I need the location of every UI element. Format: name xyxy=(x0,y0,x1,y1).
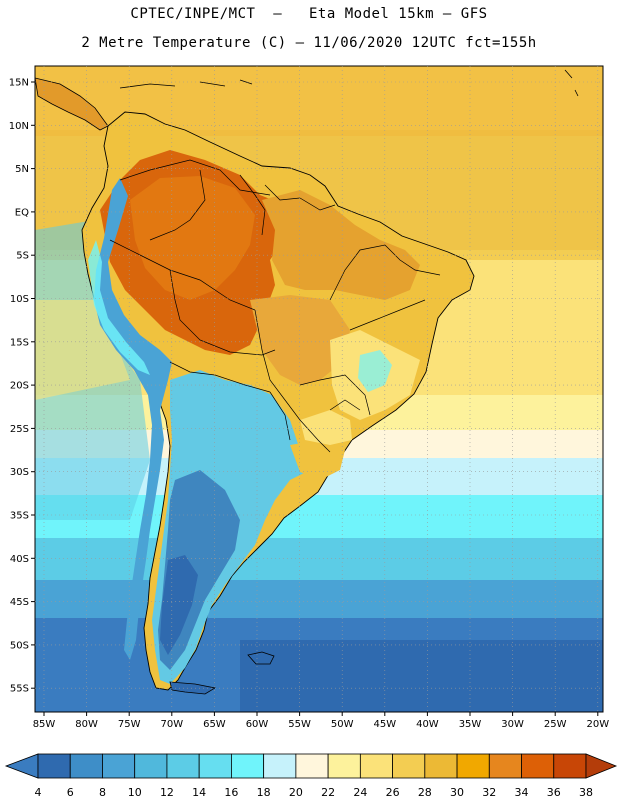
colorbar-label: 34 xyxy=(515,786,529,799)
ocean-band-deep-blue xyxy=(240,640,603,712)
south-brazil-yellow xyxy=(300,410,352,445)
colorbar-swatch xyxy=(263,753,297,779)
lon-label: 25W xyxy=(544,719,567,730)
colorbar-swatch xyxy=(424,753,458,779)
lon-label: 40W xyxy=(416,719,439,730)
colorbar-swatch xyxy=(198,753,232,779)
colorbar-label: 20 xyxy=(289,786,303,799)
central-brazil-warm xyxy=(250,295,350,385)
colorbar-swatch xyxy=(134,753,168,779)
lon-label: 55W xyxy=(288,719,311,730)
colorbar-label: 8 xyxy=(99,786,106,799)
andes-cyan-edge xyxy=(88,240,150,375)
lat-label: 15S xyxy=(10,337,29,348)
lat-label: 35S xyxy=(10,511,29,522)
lon-label: 85W xyxy=(33,719,56,730)
colorbar-low-arrow xyxy=(4,753,39,779)
colorbar-label: 18 xyxy=(257,786,271,799)
lat-label: 30S xyxy=(10,467,29,478)
colorbar-swatch xyxy=(488,753,522,779)
country-borders xyxy=(109,159,441,453)
colorbar-swatch xyxy=(69,753,103,779)
caribbean-islands xyxy=(119,69,579,97)
lon-label: 65W xyxy=(203,719,226,730)
colorbar-swatch xyxy=(295,753,329,779)
amazon-orange-region xyxy=(130,176,255,300)
colorbar-swatch xyxy=(327,753,361,779)
map-title-line-1: CPTEC/INPE/MCT – Eta Model 15km – GFS xyxy=(130,6,488,22)
colorbar-swatch xyxy=(392,753,426,779)
lat-label: 25S xyxy=(10,424,29,435)
latitude-labels: 15N 10N 5N EQ 5S 10S 15S 20S 25S 30S 35S 40S 45S 50S 5… xyxy=(9,78,29,695)
colorbar-label: 26 xyxy=(386,786,400,799)
minas-cyan-spots xyxy=(358,350,392,392)
lat-label: 5N xyxy=(15,164,29,175)
colorbar-label: 10 xyxy=(128,786,142,799)
temperature-field xyxy=(35,66,603,712)
colorbar-swatch xyxy=(166,753,200,779)
colorbar-label: 36 xyxy=(547,786,561,799)
colorbar-swatch xyxy=(456,753,490,779)
colorbar-label: 38 xyxy=(579,786,593,799)
colorbar-label: 28 xyxy=(418,786,432,799)
map-frame xyxy=(34,65,604,713)
colorbar-high-arrow xyxy=(585,753,618,779)
central-america-land xyxy=(35,77,109,131)
ocean-band-light-blue xyxy=(35,538,603,583)
colorbar-swatch xyxy=(553,753,587,779)
falkland-islands xyxy=(247,651,275,665)
colorbar: 4 6 8 10 12 14 16 18 20 22 24 26 28 30 32 34 36 38 xyxy=(4,753,618,799)
colorbar-swatch xyxy=(37,753,71,779)
lon-label: 35W xyxy=(459,719,482,730)
graticule xyxy=(31,66,603,716)
lat-label: 15N xyxy=(9,78,29,89)
colorbar-swatch xyxy=(521,753,555,779)
colorbar-swatch xyxy=(359,753,393,779)
lat-label: EQ xyxy=(15,207,29,218)
colorbar-label: 12 xyxy=(160,786,174,799)
colorbar-label: 32 xyxy=(482,786,496,799)
lat-label: 10N xyxy=(9,121,29,132)
colorbar-swatch xyxy=(231,753,265,779)
lat-label: 10S xyxy=(10,294,29,305)
colorbar-swatch xyxy=(102,753,136,779)
lat-label: 50S xyxy=(10,640,29,651)
uruguay-warm xyxy=(290,440,345,480)
lon-label: 50W xyxy=(331,719,354,730)
andes-cold-strip xyxy=(94,178,172,660)
lat-label: 55S xyxy=(10,684,29,695)
lon-label: 80W xyxy=(75,719,98,730)
lon-label: 60W xyxy=(246,719,269,730)
lat-label: 20S xyxy=(10,381,29,392)
ocean-band-mid-blue xyxy=(35,580,603,620)
lat-label: 45S xyxy=(10,597,29,608)
colorbar-label: 4 xyxy=(35,786,42,799)
colorbar-label: 24 xyxy=(353,786,367,799)
lon-label: 70W xyxy=(160,719,183,730)
colorbar-label: 22 xyxy=(321,786,335,799)
longitude-labels: 85W 80W 75W 70W 65W 60W 55W 50W 45W 40W 35W 30W 25W 2… xyxy=(33,719,610,730)
colorbar-label: 6 xyxy=(67,786,74,799)
lon-label: 30W xyxy=(501,719,524,730)
colorbar-label: 16 xyxy=(224,786,238,799)
lat-label: 40S xyxy=(10,554,29,565)
northeast-warm-region xyxy=(262,190,420,300)
lat-label: 5S xyxy=(16,251,29,262)
colorbar-label: 30 xyxy=(450,786,464,799)
lon-label: 45W xyxy=(373,719,396,730)
lon-label: 20W xyxy=(586,719,609,730)
lon-label: 75W xyxy=(118,719,141,730)
colorbar-label: 14 xyxy=(192,786,206,799)
patagonia-deep-cold xyxy=(160,555,198,655)
map-title-line-2: 2 Metre Temperature (C) – 11/06/2020 12U… xyxy=(81,35,537,51)
